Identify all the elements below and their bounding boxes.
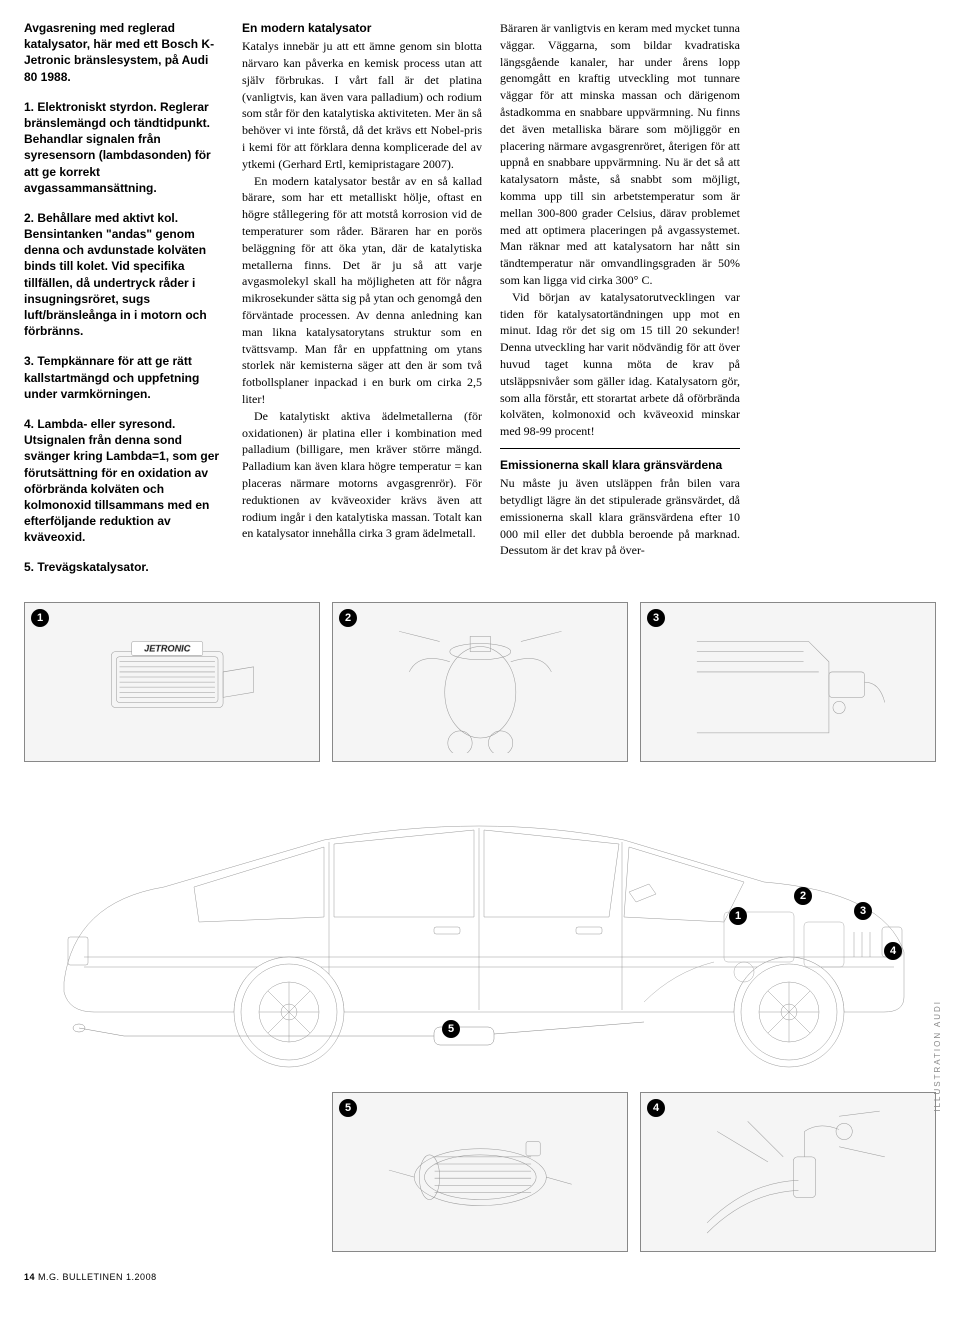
caption-item-2: 2. Behållare med aktivt kol. Bensintanke… (24, 210, 224, 340)
caption-item-1: 1. Elektroniskt styrdon. Reglerar bränsl… (24, 99, 224, 196)
jetronic-ecu-icon: JETRONIC (40, 611, 305, 753)
section-divider (500, 448, 740, 449)
detail-row-top: 1 JETRONIC (24, 602, 936, 762)
badge-car-5: 5 (442, 1020, 460, 1038)
detail-box-5: 5 (332, 1092, 628, 1252)
caption-item-3: 3. Tempkännare för att ge rätt kallstart… (24, 353, 224, 402)
lambda-sensor-icon (656, 1101, 921, 1243)
body-paragraph: Katalys innebär ju att ett ämne genom si… (242, 38, 482, 172)
caption-item-5: 5. Trevägskatalysator. (24, 559, 224, 575)
carbon-canister-icon (348, 611, 613, 753)
svg-text:JETRONIC: JETRONIC (144, 643, 191, 653)
column-captions: Avgasrening med reglerad katalysator, hä… (24, 20, 224, 590)
temp-sensor-icon (656, 611, 921, 753)
detail-box-2: 2 (332, 602, 628, 762)
section-heading-katalysator: En modern katalysator (242, 20, 482, 36)
column-body-2: Bäraren är vanligtvis en keram med mycke… (500, 20, 740, 590)
detail-row-bottom: 5 4 (24, 1092, 936, 1252)
catalytic-converter-icon (348, 1101, 613, 1243)
text-columns: Avgasrening med reglerad katalysator, hä… (24, 20, 936, 590)
car-svg (24, 772, 936, 1082)
badge-car-3: 3 (854, 902, 872, 920)
section-heading-emissioner: Emissionerna skall klara gränsvärdena (500, 457, 740, 473)
body-paragraph: Bäraren är vanligtvis en keram med mycke… (500, 20, 740, 289)
illustration-area: 1 JETRONIC (24, 602, 936, 1252)
badge-car-1: 1 (729, 907, 747, 925)
caption-intro: Avgasrening med reglerad katalysator, hä… (24, 20, 224, 85)
detail-box-4: 4 (640, 1092, 936, 1252)
illustration-credit: ILLUSTRATION AUDI (933, 1000, 942, 1112)
badge-5: 5 (339, 1099, 357, 1117)
badge-3: 3 (647, 609, 665, 627)
badge-1: 1 (31, 609, 49, 627)
detail-box-3: 3 (640, 602, 936, 762)
body-paragraph: De katalytiskt aktiva ädelmetallerna (fö… (242, 408, 482, 542)
detail-box-1: 1 JETRONIC (24, 602, 320, 762)
caption-item-4: 4. Lambda- eller syresond. Utsignalen fr… (24, 416, 224, 546)
badge-car-4: 4 (884, 942, 902, 960)
publication-name: M.G. BULLETINEN 1.2008 (38, 1272, 157, 1282)
badge-4: 4 (647, 1099, 665, 1117)
column-body-1: En modern katalysator Katalys innebär ju… (242, 20, 482, 590)
page-footer: 14 M.G. BULLETINEN 1.2008 (24, 1272, 936, 1282)
body-paragraph: Vid början av katalysatorutvecklingen va… (500, 289, 740, 440)
page-number: 14 (24, 1272, 35, 1282)
car-cutaway-illustration: 1 2 3 4 5 (24, 772, 936, 1082)
badge-car-2: 2 (794, 887, 812, 905)
badge-2: 2 (339, 609, 357, 627)
body-paragraph: Nu måste ju även utsläppen från bilen va… (500, 475, 740, 559)
body-paragraph: En modern katalysator består av en så ka… (242, 173, 482, 408)
